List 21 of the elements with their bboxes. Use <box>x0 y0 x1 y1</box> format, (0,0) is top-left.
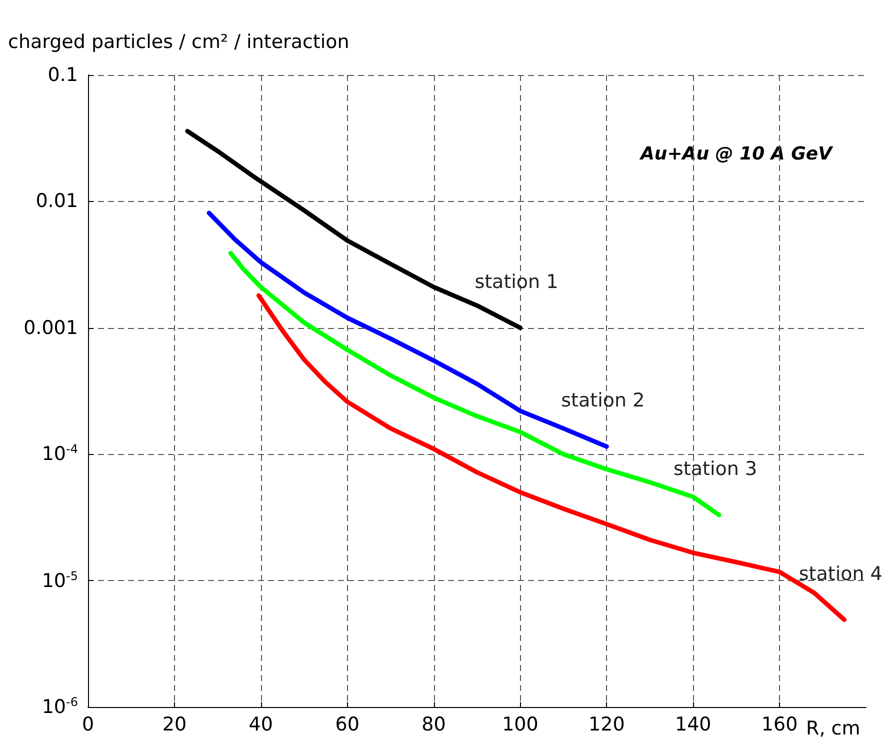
series-label: station 1 <box>474 270 558 293</box>
series-label: station 2 <box>561 390 645 412</box>
x-tick-label: 120 <box>588 714 625 736</box>
x-tick-label: 20 <box>162 714 187 736</box>
x-tick-label: 140 <box>674 714 712 736</box>
text: 0.01 <box>36 190 78 212</box>
x-tick-label: 60 <box>335 714 360 736</box>
x-tick-label: 80 <box>422 714 446 736</box>
text: 0.1 <box>48 64 78 86</box>
y-tick-label: 10$^{-6}$ <box>42 695 78 719</box>
x-tick-label: 0 <box>82 714 94 736</box>
series-label: station 3 <box>674 458 758 480</box>
series-label: station 4 <box>798 562 882 585</box>
x-tick-label: 100 <box>502 714 538 736</box>
text: 0.001 <box>24 316 78 339</box>
x-axis-title: R, cm <box>806 718 860 740</box>
x-tick-label: 40 <box>248 714 273 736</box>
y-axis-title: charged particles / cm² / interaction <box>8 31 350 53</box>
y-tick-label: 10$^{-4}$ <box>42 442 78 466</box>
y-tick-label: 10$^{-5}$ <box>42 568 78 593</box>
x-tick-label: 160 <box>761 714 798 736</box>
